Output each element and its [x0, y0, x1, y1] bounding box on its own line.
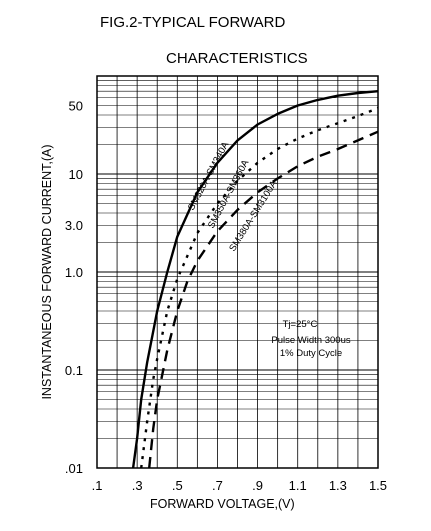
x-tick-label: .5 [172, 478, 183, 493]
chart-subtitle: CHARACTERISTICS [166, 50, 308, 67]
x-tick-label: .1 [92, 478, 103, 493]
y-tick-label: 1.0 [65, 265, 83, 280]
y-tick-label: 10 [69, 167, 83, 182]
x-tick-label: .7 [212, 478, 223, 493]
x-axis-label: FORWARD VOLTAGE,(V) [150, 497, 295, 511]
annotation-text: 1% Duty Cycle [280, 348, 342, 359]
series-line-2 [140, 106, 379, 469]
x-tick-label: 1.1 [289, 478, 307, 493]
chart-title: FIG.2-TYPICAL FORWARD [100, 14, 286, 31]
x-tick-label: .9 [252, 478, 263, 493]
y-tick-label: 0.1 [65, 363, 83, 378]
y-tick-label: 50 [69, 99, 83, 114]
y-tick-label: 3.0 [65, 218, 83, 233]
x-tick-label: 1.5 [369, 478, 387, 493]
annotation-text: Pulse Width 300us [271, 335, 350, 346]
series-line-1 [131, 90, 379, 469]
x-tick-label: .3 [132, 478, 143, 493]
series-line-3 [148, 130, 379, 469]
x-tick-label: 1.3 [329, 478, 347, 493]
annotation-text: Tj=25°C [283, 319, 318, 330]
y-tick-label: .01 [65, 461, 83, 476]
